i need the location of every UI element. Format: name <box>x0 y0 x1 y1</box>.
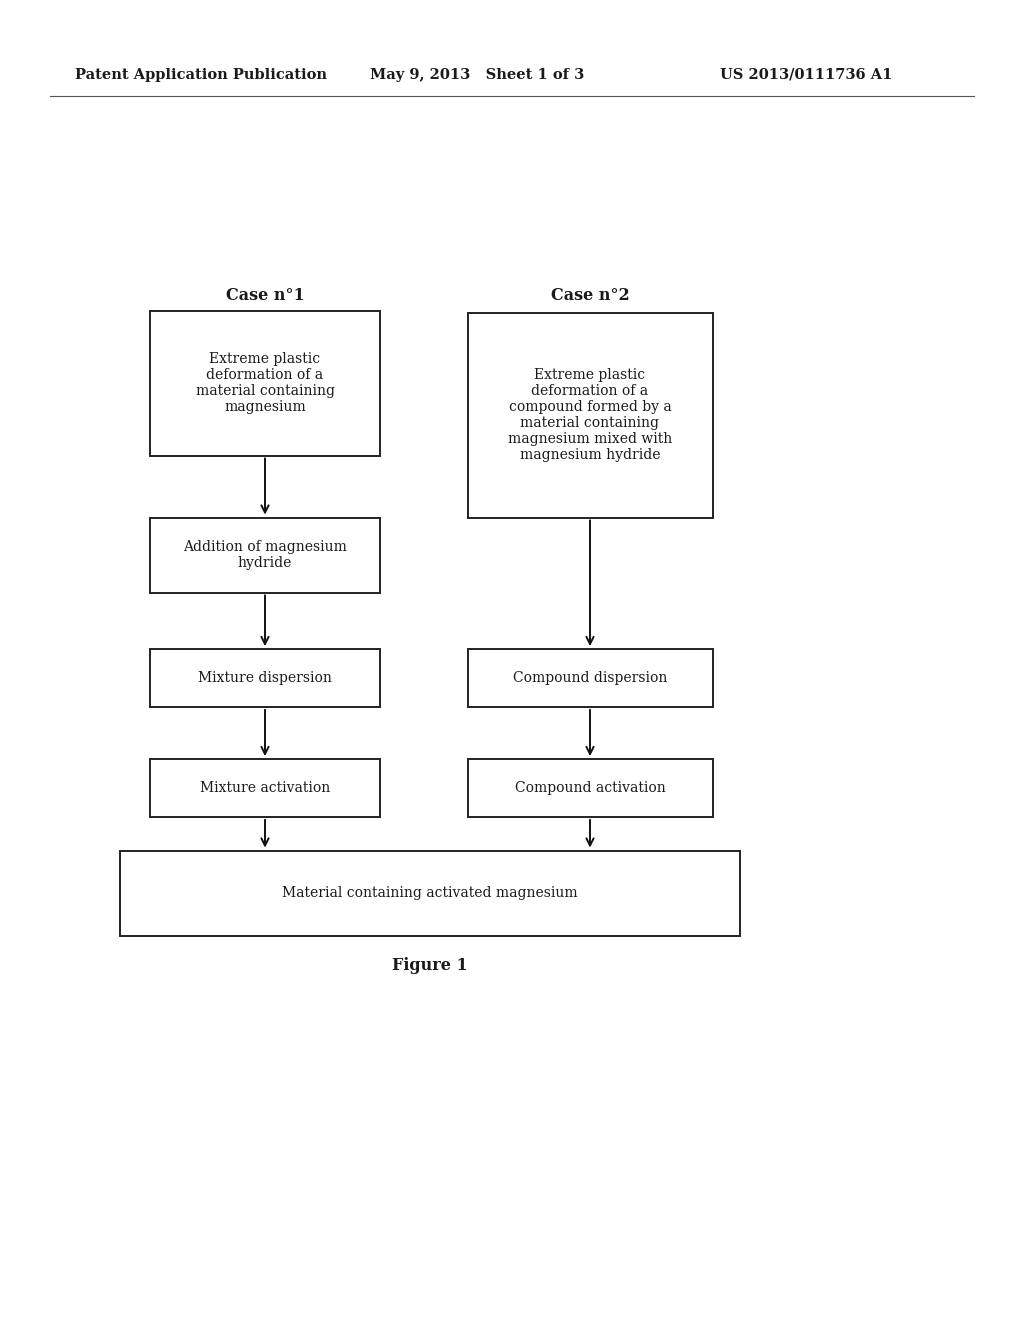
Text: Case n°1: Case n°1 <box>225 286 304 304</box>
Text: Extreme plastic
deformation of a
material containing
magnesium: Extreme plastic deformation of a materia… <box>196 351 335 414</box>
FancyBboxPatch shape <box>468 759 713 817</box>
FancyBboxPatch shape <box>150 517 380 593</box>
FancyBboxPatch shape <box>150 759 380 817</box>
FancyBboxPatch shape <box>150 310 380 455</box>
Text: Figure 1: Figure 1 <box>392 957 468 974</box>
Text: Addition of magnesium
hydride: Addition of magnesium hydride <box>183 540 347 570</box>
Text: Patent Application Publication: Patent Application Publication <box>75 69 327 82</box>
FancyBboxPatch shape <box>468 649 713 708</box>
FancyBboxPatch shape <box>150 649 380 708</box>
Text: Compound activation: Compound activation <box>515 781 666 795</box>
FancyBboxPatch shape <box>120 850 740 936</box>
Text: May 9, 2013   Sheet 1 of 3: May 9, 2013 Sheet 1 of 3 <box>370 69 585 82</box>
Text: US 2013/0111736 A1: US 2013/0111736 A1 <box>720 69 892 82</box>
Text: Mixture activation: Mixture activation <box>200 781 330 795</box>
Text: Material containing activated magnesium: Material containing activated magnesium <box>283 886 578 900</box>
Text: Extreme plastic
deformation of a
compound formed by a
material containing
magnes: Extreme plastic deformation of a compoun… <box>508 367 672 462</box>
Text: Compound dispersion: Compound dispersion <box>513 671 668 685</box>
Text: Mixture dispersion: Mixture dispersion <box>198 671 332 685</box>
Text: Case n°2: Case n°2 <box>551 286 630 304</box>
FancyBboxPatch shape <box>468 313 713 517</box>
